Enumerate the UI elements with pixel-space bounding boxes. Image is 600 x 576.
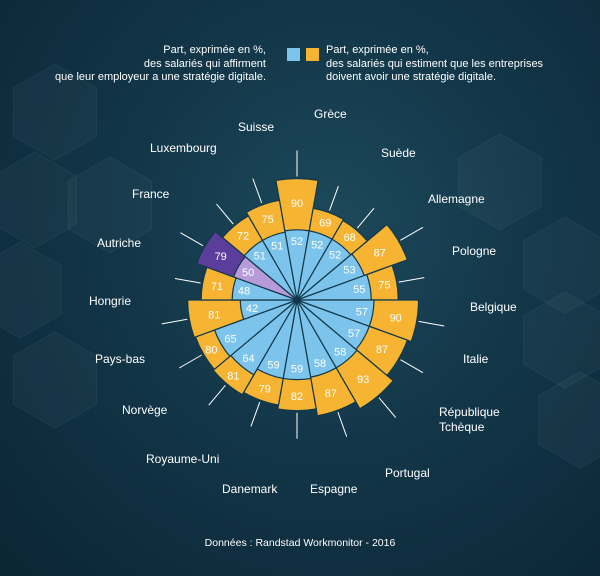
orange-value-label: 79 xyxy=(259,384,271,396)
blue-bar xyxy=(213,299,298,358)
orange-value-label: 72 xyxy=(237,231,249,243)
leader-line xyxy=(250,401,261,427)
orange-value-label: 71 xyxy=(211,281,223,293)
background-hexagons xyxy=(0,63,600,469)
leader-line xyxy=(180,232,204,247)
background-hexagon xyxy=(522,291,600,389)
orange-value-label: 90 xyxy=(390,312,402,324)
orange-value-label: 81 xyxy=(208,310,220,322)
country-label: Danemark xyxy=(222,482,278,496)
orange-value-label: 75 xyxy=(261,214,273,226)
leader-line xyxy=(161,318,188,325)
country-label: Norvège xyxy=(122,403,168,417)
orange-value-label: 79 xyxy=(215,251,227,263)
legend-right-text: Part, exprimée en %, des salariés qui es… xyxy=(326,44,544,83)
country-label: Grèce xyxy=(314,107,347,121)
country-labels: Grèce Suède Allemagne Pologne Belgique Italie… xyxy=(89,107,517,496)
blue-value-label: 42 xyxy=(246,303,258,315)
country-label: Suisse xyxy=(238,120,274,134)
blue-value-label: 50 xyxy=(242,267,254,279)
country-label: Suède xyxy=(381,146,416,160)
blue-value-label: 53 xyxy=(343,265,355,277)
blue-value-label: 57 xyxy=(356,307,368,319)
country-label: République Tchèque xyxy=(439,405,500,434)
orange-value-label: 68 xyxy=(344,232,356,244)
blue-value-label: 59 xyxy=(267,360,279,372)
blue-value-label: 57 xyxy=(348,328,360,340)
country-label: Espagne xyxy=(310,482,358,496)
legend-orange-swatch xyxy=(306,48,319,61)
blue-value-label: 65 xyxy=(224,333,236,345)
blue-value-label: 59 xyxy=(291,364,303,376)
orange-value-label: 87 xyxy=(374,247,386,259)
leader-line xyxy=(208,384,226,406)
background-hexagon xyxy=(457,133,543,231)
leader-line xyxy=(418,320,445,327)
country-label: Autriche xyxy=(97,236,141,250)
blue-value-label: 64 xyxy=(242,353,254,365)
leader-line xyxy=(400,359,424,374)
leader-line xyxy=(400,226,424,241)
leader-line xyxy=(216,203,234,225)
orange-value-label: 81 xyxy=(227,371,239,383)
blue-value-label: 51 xyxy=(254,251,266,263)
country-label: Hongrie xyxy=(89,294,131,308)
orange-value-label: 90 xyxy=(291,198,303,210)
leader-lines xyxy=(161,150,445,439)
leader-line xyxy=(337,412,348,437)
country-label: Belgique xyxy=(470,300,517,314)
background-hexagon xyxy=(0,151,78,249)
blue-value-label: 48 xyxy=(238,286,250,298)
leader-line xyxy=(378,397,397,418)
orange-value-label: 82 xyxy=(291,391,303,403)
country-label: Luxembourg xyxy=(150,141,217,155)
blue-value-label: 58 xyxy=(314,358,326,370)
country-label: Italie xyxy=(463,352,489,366)
leader-line xyxy=(174,278,201,284)
blue-value-label: 51 xyxy=(271,241,283,253)
orange-value-label: 93 xyxy=(357,374,369,386)
orange-value-label: 80 xyxy=(205,344,217,356)
country-label: Pays-bas xyxy=(95,352,145,366)
country-label: Pologne xyxy=(452,244,496,258)
background-hexagon xyxy=(67,156,153,254)
blue-value-label: 55 xyxy=(353,284,365,296)
background-hexagon xyxy=(0,241,63,339)
country-label: Royaume-Uni xyxy=(146,452,219,466)
legend-left-text: Part, exprimée en %, des salariés qui af… xyxy=(55,44,266,83)
background-hexagon xyxy=(12,331,98,429)
source-note: Données : Randstad Workmonitor - 2016 xyxy=(204,537,396,549)
blue-value-label: 52 xyxy=(311,239,323,251)
blue-value-label: 52 xyxy=(291,236,303,248)
background-hexagon xyxy=(12,63,98,161)
background-hexagon xyxy=(537,371,600,469)
orange-value-label: 87 xyxy=(325,388,337,400)
leader-line xyxy=(398,277,425,283)
leader-line xyxy=(178,354,202,369)
blue-series xyxy=(213,229,375,381)
blue-bar xyxy=(261,231,298,301)
blue-value-label: 58 xyxy=(334,347,346,359)
country-label: Portugal xyxy=(385,466,430,480)
background-hexagon xyxy=(522,216,600,314)
leader-line xyxy=(252,178,263,204)
legend-blue-swatch xyxy=(287,48,300,61)
blue-value-label: 52 xyxy=(329,250,341,262)
country-label: Allemagne xyxy=(428,192,485,206)
leader-line xyxy=(356,207,375,229)
leader-line xyxy=(329,186,339,211)
country-label: France xyxy=(132,187,170,201)
orange-value-label: 87 xyxy=(376,344,388,356)
orange-value-label: 75 xyxy=(378,280,390,292)
orange-value-label: 69 xyxy=(319,217,331,229)
